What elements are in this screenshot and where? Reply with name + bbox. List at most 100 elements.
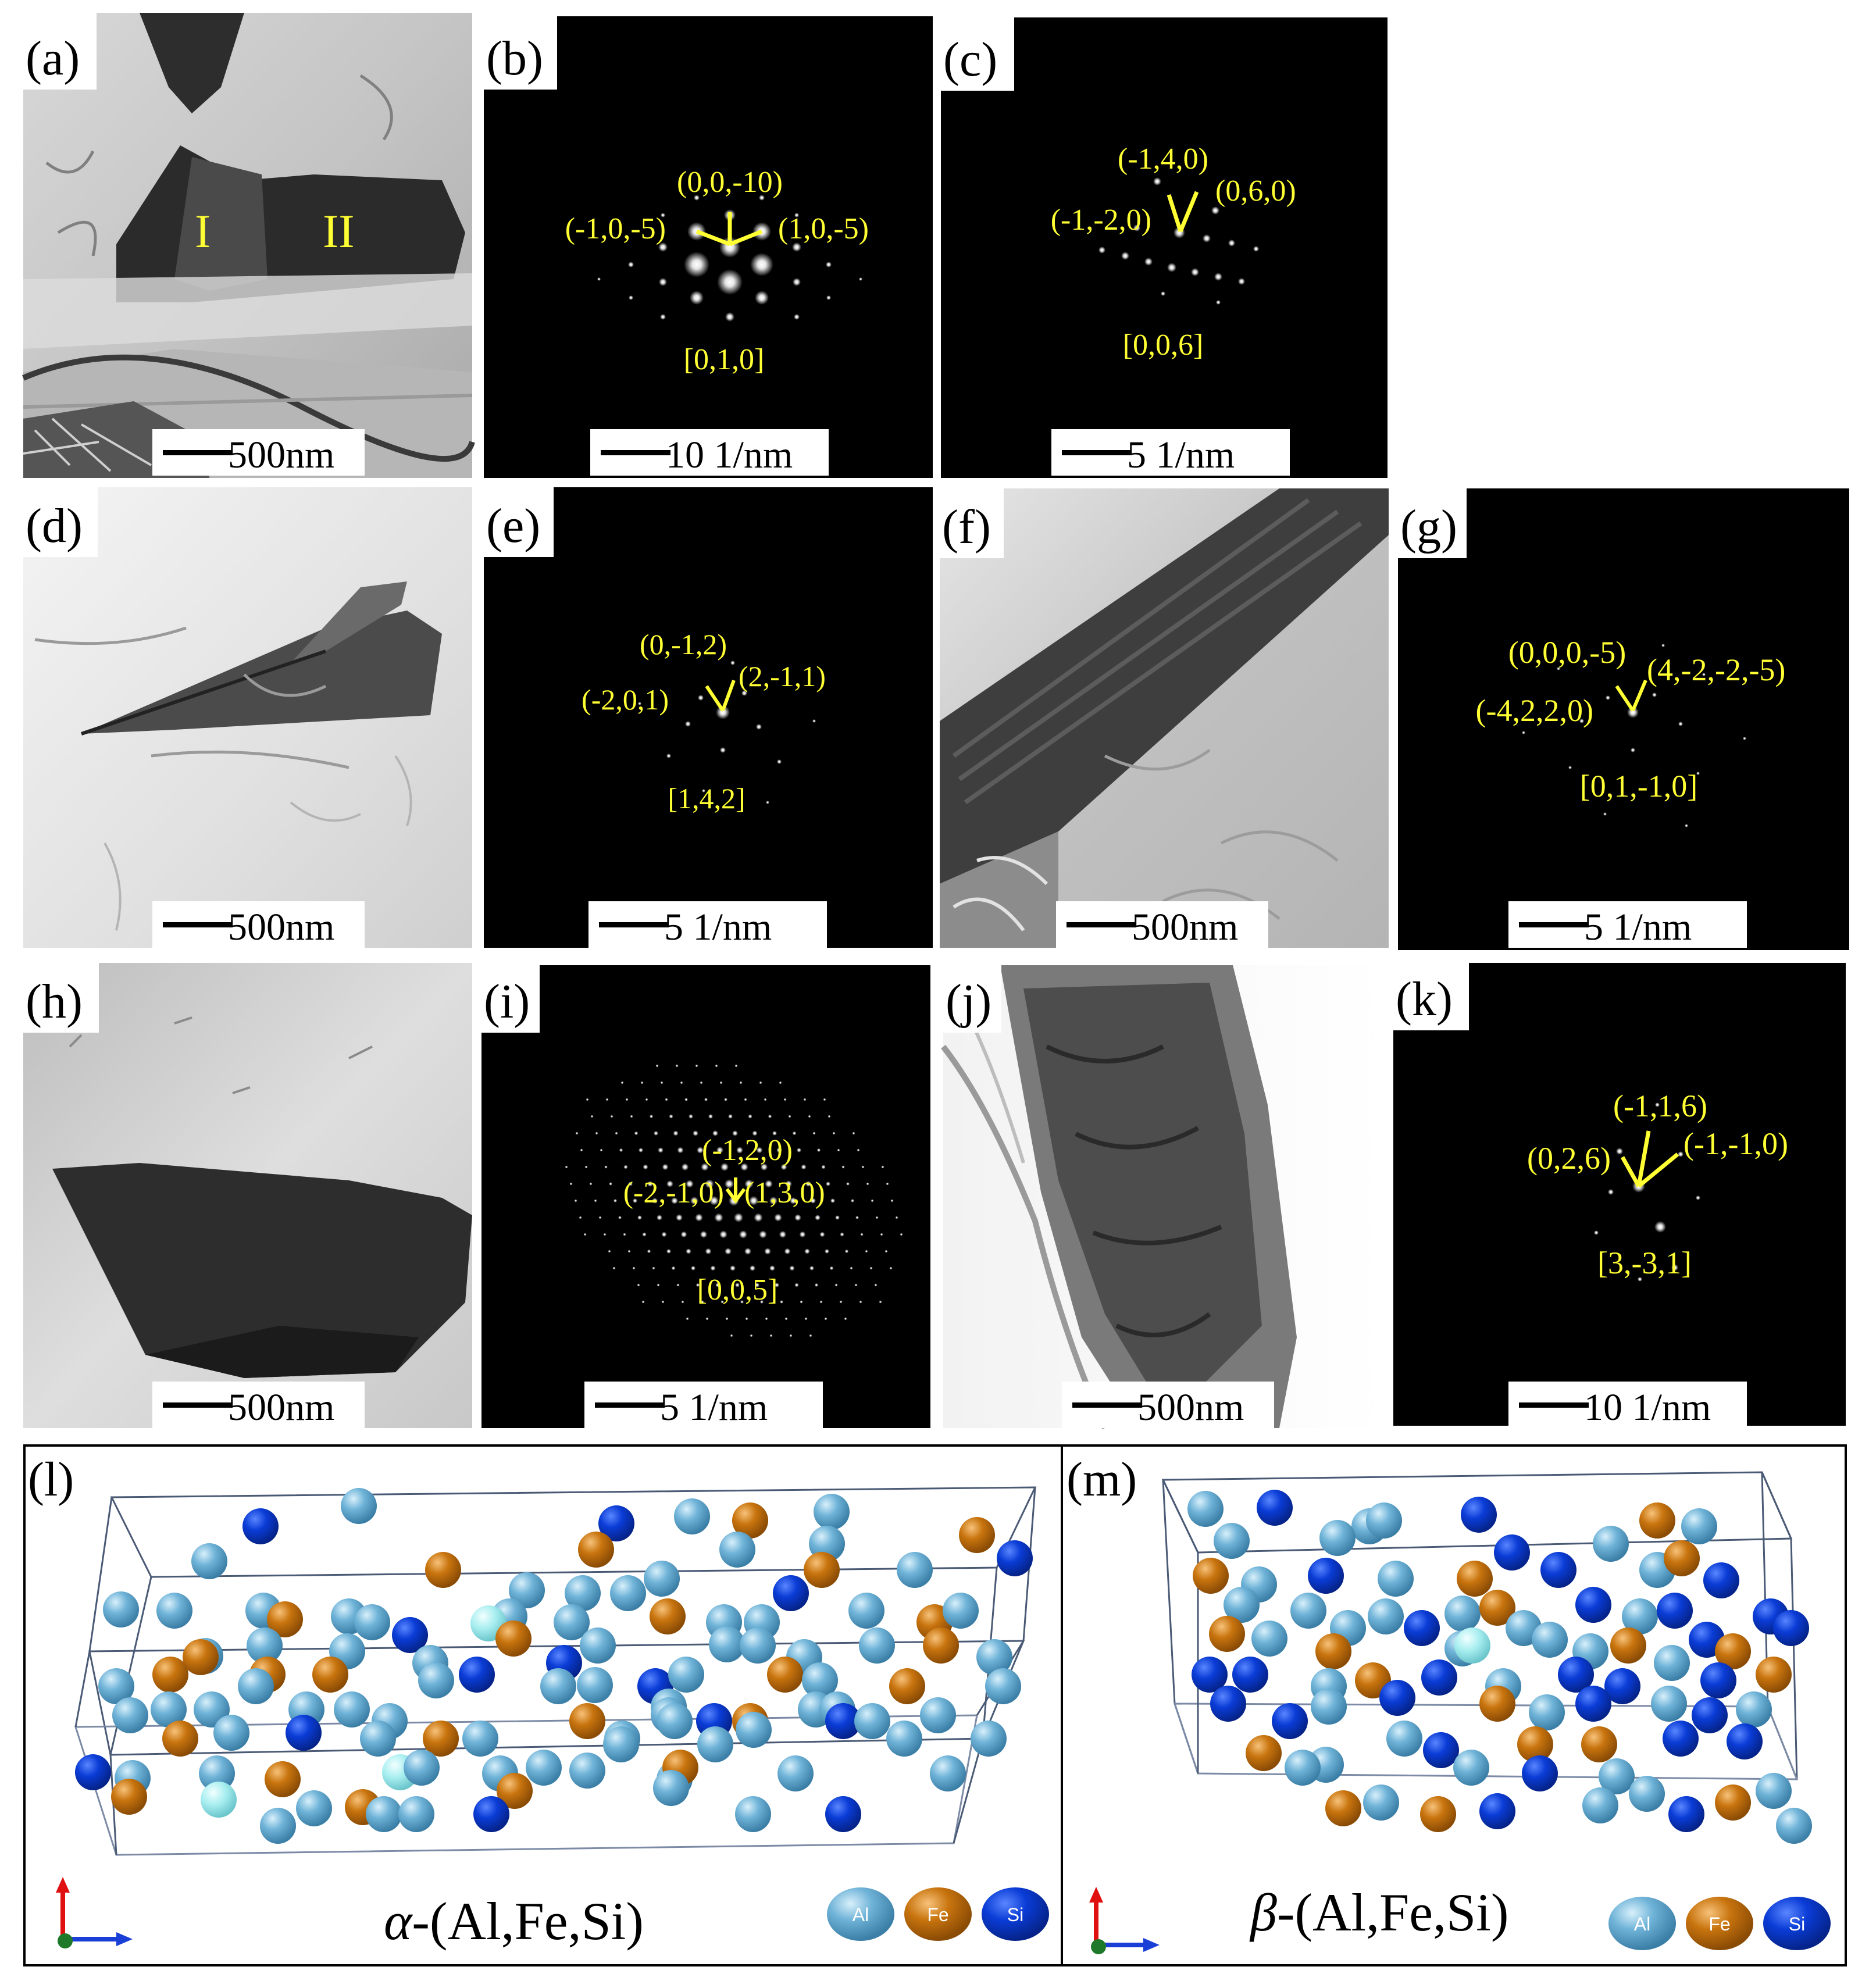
diffraction-spot — [844, 1249, 849, 1254]
diffraction-spot — [695, 1283, 700, 1287]
atom — [473, 1796, 509, 1832]
diffraction-spot — [812, 1132, 816, 1135]
panel-letter: (b) — [486, 31, 543, 85]
diffraction-spot — [769, 1265, 775, 1271]
atom — [1257, 1490, 1293, 1526]
diffraction-spot — [619, 1148, 623, 1152]
diffraction-spot — [686, 1248, 691, 1254]
panel-letter-bg — [481, 965, 540, 1033]
axes-triad-m — [1089, 1887, 1160, 1954]
atom — [1593, 1526, 1629, 1562]
atom — [1532, 1622, 1568, 1658]
diffraction-spot — [708, 1114, 713, 1119]
diffraction-spot — [821, 1165, 826, 1169]
atom — [697, 1726, 733, 1762]
atom — [1575, 1686, 1611, 1722]
scale-bar-line — [601, 450, 670, 455]
diffraction-spot — [603, 1233, 607, 1236]
spot-label-e-right: (2,-1,1) — [739, 660, 826, 693]
atom — [709, 1626, 745, 1662]
atom — [1423, 1732, 1459, 1768]
atom — [1651, 1686, 1687, 1722]
diffraction-spot — [623, 1165, 628, 1169]
atom — [296, 1790, 332, 1826]
diffraction-spot — [649, 1114, 654, 1119]
atom — [1479, 1793, 1515, 1829]
diffraction-spot — [594, 1199, 597, 1202]
atom — [814, 1494, 850, 1530]
atom — [191, 1543, 227, 1579]
atom — [1575, 1587, 1611, 1623]
grain-label-II: II — [323, 205, 355, 258]
diffraction-spot — [625, 1098, 629, 1101]
atom — [112, 1697, 148, 1733]
atom — [943, 1593, 979, 1629]
diffraction-spot — [690, 1197, 698, 1205]
atom — [242, 1508, 279, 1544]
diffraction-spot — [841, 1165, 845, 1169]
atom — [985, 1668, 1021, 1704]
atom — [976, 1639, 1012, 1675]
sad-spots-i — [565, 1064, 903, 1337]
diffraction-spot — [693, 1130, 698, 1136]
atom — [497, 1773, 533, 1809]
atom — [1479, 1686, 1515, 1722]
diffraction-spot — [823, 1098, 826, 1101]
atom — [1363, 1784, 1399, 1821]
diffraction-spot — [837, 1148, 840, 1152]
diffraction-spot — [598, 1216, 602, 1219]
diffraction-spot — [797, 1148, 801, 1152]
diffraction-spot — [705, 1248, 712, 1255]
diffraction-spot — [768, 1114, 772, 1119]
diffraction-spot — [764, 1248, 771, 1255]
scale-bar-label: 10 1/nm — [1584, 1386, 1711, 1429]
atom — [183, 1639, 219, 1675]
diffraction-spot — [783, 1098, 787, 1101]
atom — [1232, 1657, 1268, 1693]
atom — [1610, 1627, 1646, 1664]
diffraction-spot — [750, 1265, 755, 1271]
scale-bar-line — [163, 450, 233, 455]
atom — [653, 1770, 689, 1806]
diffraction-spot — [719, 1230, 727, 1239]
diffraction-spot — [744, 1098, 747, 1101]
atom — [554, 1604, 590, 1640]
atom — [418, 1662, 454, 1698]
spot-label-g-left: (-4,2,2,0) — [1476, 693, 1593, 728]
diffraction-spot — [714, 1213, 723, 1222]
atom — [569, 1753, 605, 1789]
atom — [1736, 1691, 1772, 1728]
atom — [930, 1755, 966, 1791]
diffraction-spot — [662, 1163, 669, 1170]
atom — [75, 1754, 111, 1790]
spot-label-i-right: (1,3,0) — [744, 1176, 825, 1209]
spot-label-i-left: (-2,-1,0) — [623, 1176, 724, 1209]
diffraction-spot — [669, 1114, 673, 1119]
diffraction-spot — [740, 1163, 748, 1171]
diffraction-spot — [759, 1230, 767, 1239]
atom — [1209, 1616, 1245, 1652]
legend-label-si-m: Si — [1789, 1914, 1805, 1935]
diffraction-spot — [695, 1064, 698, 1068]
diffraction-spot — [608, 1250, 611, 1253]
atom — [156, 1593, 192, 1629]
panel-letter-l: (l) — [28, 1452, 74, 1507]
diffraction-spot — [789, 1265, 795, 1271]
atom — [740, 1627, 776, 1664]
diffraction-spot — [895, 1216, 898, 1219]
atom — [1715, 1784, 1751, 1821]
atom — [1703, 1562, 1739, 1598]
phase-title-alpha: α-(Al,Fe,Si) — [384, 1891, 644, 1951]
diffraction-spot — [574, 1199, 577, 1202]
diffraction-spot — [790, 1197, 797, 1204]
diffraction-spot — [744, 1248, 751, 1255]
atom — [1246, 1735, 1282, 1771]
diffraction-spot — [671, 1197, 678, 1204]
diffraction-spot — [846, 1182, 850, 1186]
diffraction-spot — [721, 1300, 724, 1304]
atom — [238, 1668, 274, 1704]
atom — [1272, 1703, 1308, 1739]
diffraction-spot — [655, 1064, 659, 1068]
diffraction-spot — [760, 1300, 764, 1304]
atom — [1663, 1721, 1699, 1757]
